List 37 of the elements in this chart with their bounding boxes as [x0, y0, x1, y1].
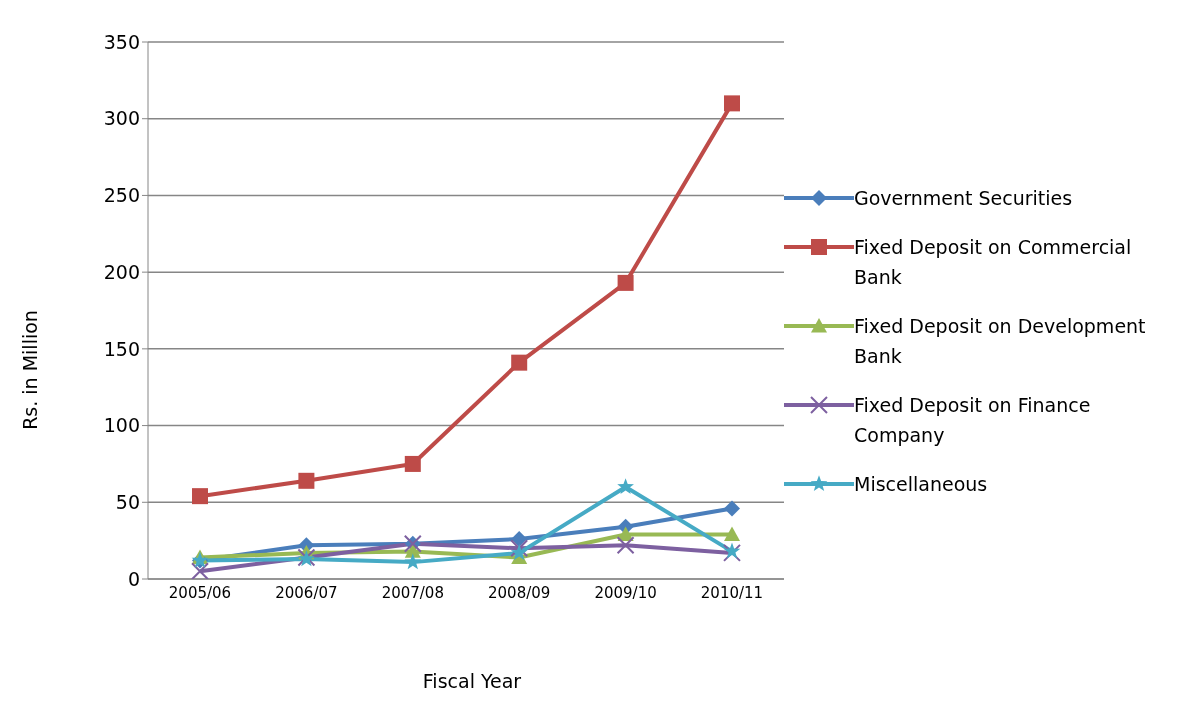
y-tick-label: 350	[103, 30, 140, 53]
x-tick-label: 2009/10	[594, 583, 657, 602]
point	[404, 455, 421, 472]
y-tick-label: 50	[115, 491, 140, 514]
point	[724, 500, 740, 517]
y-tick-label: 150	[103, 337, 140, 360]
x-tick-label: 2005/06	[168, 583, 232, 602]
x-tick-label: 2010/11	[700, 583, 764, 602]
y-tick-label: 0	[127, 567, 140, 590]
legend-label: Miscellaneous	[854, 471, 988, 497]
point	[510, 539, 529, 558]
x-tick-label: 2008/09	[488, 583, 551, 602]
point	[191, 562, 209, 579]
point	[724, 526, 740, 541]
point	[617, 478, 634, 495]
point	[510, 544, 528, 561]
point	[298, 472, 315, 489]
y-tick-label: 200	[103, 260, 140, 283]
point	[192, 488, 208, 505]
y-tick-label: 300	[103, 107, 140, 130]
y-tick-label: 250	[103, 184, 140, 207]
point	[404, 543, 421, 558]
x-tick-label: 2007/08	[381, 583, 444, 602]
point	[404, 553, 422, 570]
y-axis-title: Rs. in Million	[19, 310, 41, 430]
x-tick-label: 2006/07	[275, 583, 338, 602]
point	[511, 531, 528, 548]
point	[616, 536, 635, 555]
legend-label: Government Securities	[854, 185, 1073, 211]
x-axis-title: Fiscal Year	[422, 670, 522, 692]
point	[511, 354, 528, 371]
point	[617, 274, 634, 291]
legend-label: Fixed Deposit on Finance Company	[854, 392, 1092, 448]
point	[724, 95, 740, 112]
legend-label: Fixed Deposit on Commercial Bank	[854, 234, 1133, 290]
legend-label: Fixed Deposit on Development Bank	[854, 313, 1147, 369]
y-tick-label: 100	[103, 414, 140, 437]
